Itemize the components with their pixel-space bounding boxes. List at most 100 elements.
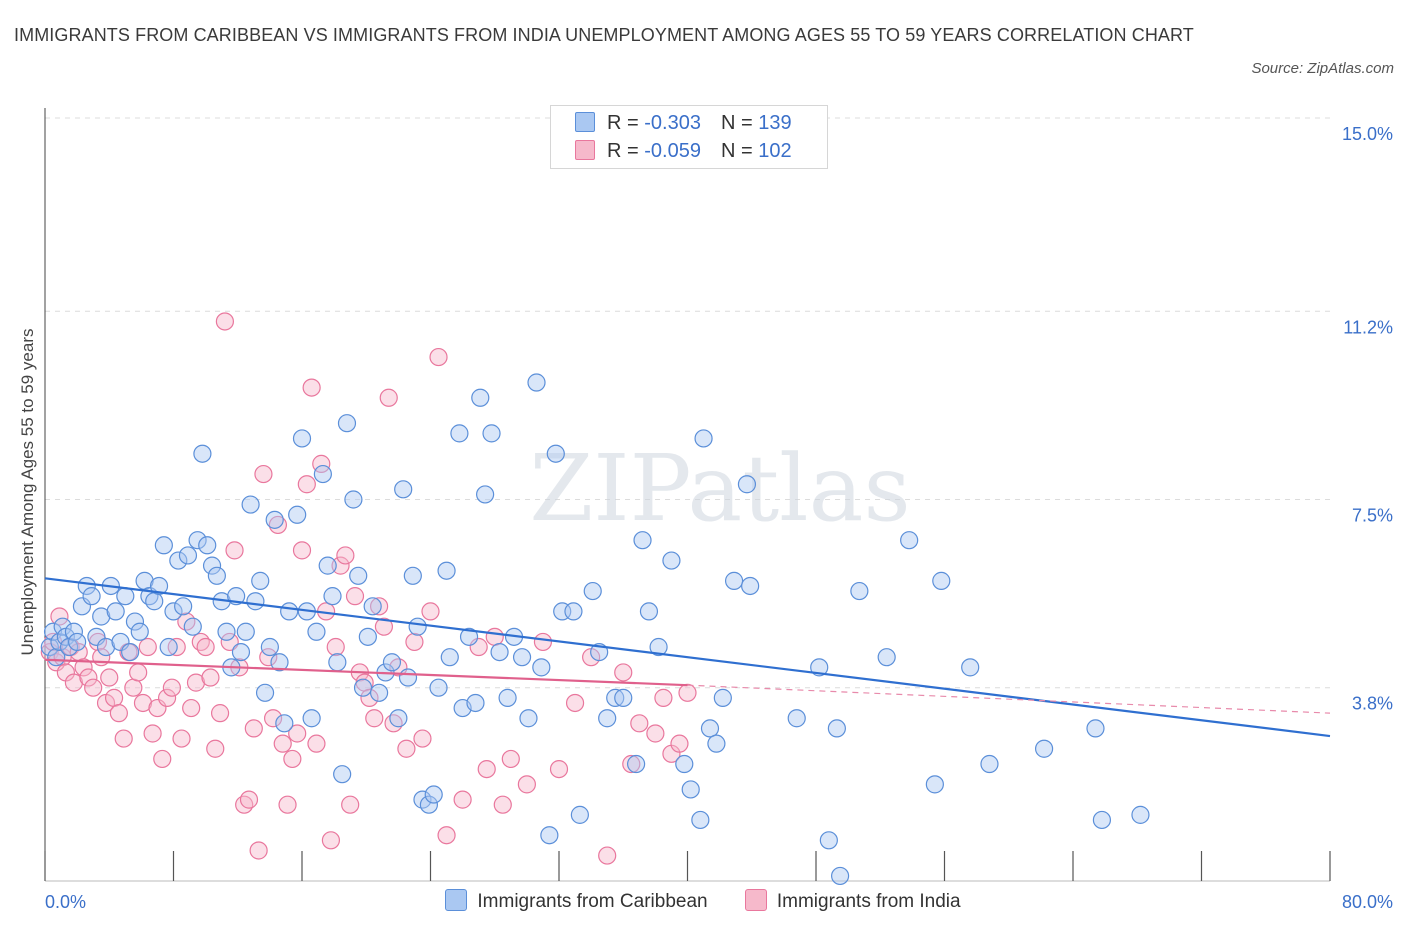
data-point <box>370 597 389 616</box>
legend-n-label: N = <box>720 140 759 162</box>
data-point <box>92 607 111 626</box>
data-point <box>477 759 496 779</box>
data-point <box>900 531 919 550</box>
data-point <box>331 556 350 575</box>
series-caribbean <box>40 373 1150 886</box>
legend-n-value: 139 <box>758 112 792 134</box>
data-point <box>186 673 206 692</box>
data-point <box>288 505 307 524</box>
data-point <box>681 780 700 799</box>
legend-r-value: -0.059 <box>644 140 701 162</box>
data-point <box>64 673 84 692</box>
data-point <box>517 775 536 794</box>
data-point <box>114 729 133 748</box>
legend-swatch-caribbean <box>575 112 595 132</box>
data-point <box>737 475 757 494</box>
data-point <box>74 658 93 677</box>
data-point <box>546 444 565 463</box>
data-point <box>210 704 230 723</box>
grid-lines <box>45 117 1330 689</box>
data-point <box>691 810 710 830</box>
data-point <box>565 693 585 713</box>
data-point <box>138 637 157 657</box>
data-point <box>50 607 69 626</box>
y-tick-label: 7.5% <box>1352 506 1393 526</box>
data-point <box>424 785 443 804</box>
data-point <box>389 709 408 728</box>
data-point <box>694 429 713 448</box>
data-point <box>830 866 850 886</box>
data-point <box>130 622 149 641</box>
data-point <box>459 627 479 646</box>
data-point <box>326 637 345 657</box>
data-point <box>77 576 96 596</box>
data-point <box>196 637 215 657</box>
tick-labels: 3.8% 7.5% 11.2% 15.0% 0.0% 80.0% <box>45 124 1393 912</box>
data-point <box>159 637 178 657</box>
data-point <box>188 531 207 550</box>
data-point <box>1034 739 1054 758</box>
data-point <box>787 709 806 728</box>
data-point <box>313 464 332 484</box>
data-point <box>374 617 394 636</box>
data-point <box>53 617 72 636</box>
data-point <box>236 622 255 641</box>
data-point <box>614 688 633 707</box>
y-tick-label: 15.0% <box>1342 124 1393 144</box>
data-point <box>133 693 153 713</box>
source-label: Source: ZipAtlas.com <box>1251 60 1394 77</box>
data-point <box>104 688 124 707</box>
data-point <box>675 754 694 774</box>
data-point <box>275 714 294 733</box>
legend-r-label: R = <box>607 140 645 162</box>
trend-line-india-extension <box>687 684 1331 714</box>
data-point <box>280 602 299 621</box>
data-point <box>925 775 944 794</box>
data-point <box>244 719 263 738</box>
legend-item-caribbean[interactable]: Immigrants from Caribbean <box>445 889 708 913</box>
data-point <box>263 709 283 728</box>
y-axis-label: Unemployment Among Ages 55 to 59 years <box>18 328 37 656</box>
x-tick-label: 80.0% <box>1342 892 1393 912</box>
data-point <box>1092 810 1112 830</box>
data-point <box>437 826 456 845</box>
data-point <box>217 622 236 641</box>
data-point <box>394 480 413 499</box>
data-point <box>570 805 589 824</box>
data-point <box>201 668 220 687</box>
data-point <box>429 678 448 697</box>
data-point <box>302 378 321 397</box>
data-point <box>741 576 760 596</box>
data-point <box>512 648 532 667</box>
data-point <box>68 632 87 652</box>
legend-row-caribbean: R = -0.303 N = 139 <box>575 112 792 138</box>
trend-lines <box>44 577 1331 738</box>
data-point <box>527 373 546 392</box>
data-point <box>365 709 384 728</box>
data-point <box>429 347 448 367</box>
data-point <box>819 831 838 850</box>
data-point <box>630 714 649 733</box>
data-point <box>84 678 103 697</box>
data-point <box>292 429 312 448</box>
data-point <box>82 587 101 606</box>
data-point <box>498 688 517 707</box>
legend-label-india: Immigrants from India <box>776 891 961 912</box>
data-point <box>202 556 222 575</box>
legend-item-india[interactable]: Immigrants from India <box>744 889 961 913</box>
data-point <box>662 551 681 570</box>
legend-swatch-india <box>575 140 595 160</box>
watermark: ZIPatlas <box>529 435 910 542</box>
data-point <box>273 734 292 753</box>
data-point <box>622 754 641 774</box>
data-point <box>980 754 999 774</box>
data-point <box>932 571 951 590</box>
data-point <box>353 678 373 697</box>
data-point <box>121 642 140 662</box>
data-point <box>633 531 652 550</box>
legend-label-caribbean: Immigrants from Caribbean <box>477 891 708 912</box>
data-point <box>288 724 307 743</box>
y-tick-label: 3.8% <box>1352 694 1393 714</box>
data-point <box>850 581 869 601</box>
chart-title: IMMIGRANTS FROM CARIBBEAN VS IMMIGRANTS … <box>14 25 1194 45</box>
